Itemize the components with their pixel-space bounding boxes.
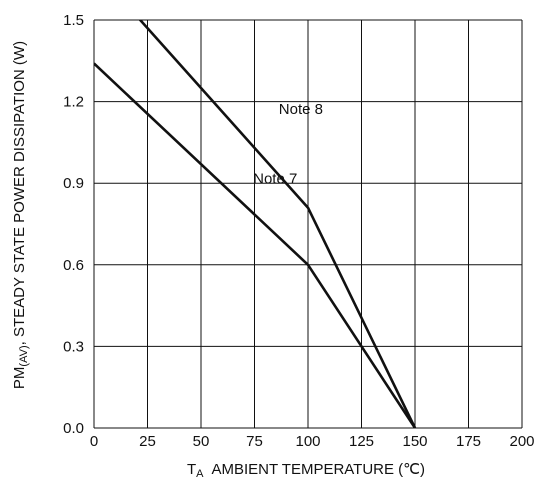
series-layer — [94, 20, 417, 428]
x-tick-label: 200 — [509, 433, 534, 450]
x-tick-label: 125 — [349, 433, 374, 450]
x-tick-labels: 0 25 50 75 100 125 150 175 200 — [90, 433, 535, 450]
annotation-note-7: Note 7 — [253, 170, 297, 187]
x-tick-label: 100 — [295, 433, 320, 450]
y-tick-label: 1.5 — [63, 12, 84, 29]
x-axis-label: TA AMBIENT TEMPERATURE (℃) — [187, 461, 425, 480]
y-tick-label: 0.0 — [63, 420, 84, 437]
y-tick-label: 1.2 — [63, 94, 84, 111]
x-axis-label-main: T — [187, 461, 196, 478]
y-axis-label-pre: PM — [11, 367, 28, 390]
x-tick-label: 75 — [246, 433, 263, 450]
x-tick-label: 0 — [90, 433, 98, 450]
y-tick-label: 0.6 — [63, 257, 84, 274]
x-tick-label: 150 — [402, 433, 427, 450]
y-tick-label: 0.9 — [63, 175, 84, 192]
x-tick-label: 175 — [456, 433, 481, 450]
series-line-note-8 — [138, 20, 417, 428]
x-axis-label-text: AMBIENT TEMPERATURE (℃) — [211, 461, 425, 478]
annotation-note-8: Note 8 — [279, 101, 323, 118]
y-axis-label: PM(AV), STEADY STATE POWER DISSIPATION (… — [11, 41, 30, 389]
y-tick-label: 0.3 — [63, 338, 84, 355]
x-axis-label-sub: A — [196, 468, 204, 480]
series-line-note-7 — [94, 62, 417, 428]
x-tick-label: 50 — [193, 433, 210, 450]
y-tick-labels: 0.0 0.3 0.6 0.9 1.2 1.5 — [63, 12, 84, 437]
x-tick-label: 25 — [139, 433, 156, 450]
grid — [93, 19, 523, 429]
series-annotations: Note 8 Note 7 — [253, 101, 323, 187]
y-axis-label-sub: (AV) — [18, 345, 30, 366]
y-axis-label-text: , STEADY STATE POWER DISSIPATION (W) — [11, 41, 28, 345]
